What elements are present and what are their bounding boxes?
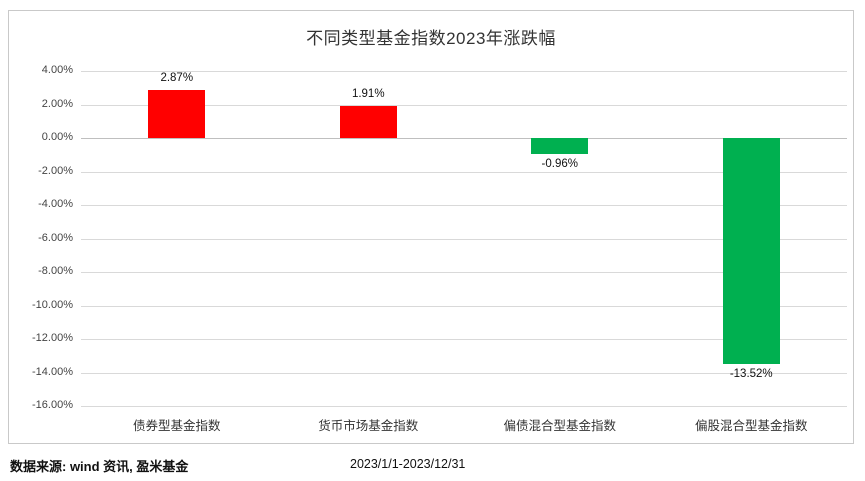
gridline — [81, 272, 847, 273]
gridline — [81, 372, 847, 374]
bar-value-label: -13.52% — [729, 368, 773, 381]
y-axis-tick-label: -12.00% — [32, 332, 73, 344]
y-axis-tick-label: -4.00% — [38, 198, 73, 210]
gridline — [81, 238, 847, 240]
data-source-note: 数据来源: wind 资讯, 盈米基金 — [10, 459, 189, 474]
y-axis-tick-label: -10.00% — [32, 298, 73, 311]
y-axis-tick-label: -16.00% — [32, 399, 73, 411]
chart-area: 不同类型基金指数2023年涨跌幅 4.00% 2.00% 0.00% -2.00% -4… — [8, 10, 854, 444]
x-axis-category-label: 偏债混合型基金指数 — [503, 419, 616, 433]
bar-value-label: 1.91% — [351, 88, 385, 100]
y-axis-tick-label: -14.00% — [32, 365, 73, 378]
y-axis-tick-label: -2.00% — [38, 164, 73, 177]
bar-value-label: 2.87% — [160, 71, 194, 84]
chart-bar — [148, 89, 206, 138]
chart-bar — [531, 138, 589, 155]
y-axis-tick-label: 4.00% — [41, 64, 73, 76]
y-axis-tick-label: -8.00% — [38, 265, 73, 277]
gridline — [81, 205, 847, 206]
chart-bar — [722, 138, 780, 365]
gridline — [81, 171, 847, 173]
x-axis-category-label: 货币市场基金指数 — [318, 419, 419, 433]
zero-axis-line — [81, 138, 847, 139]
chart-bar — [339, 106, 397, 138]
bar-value-label: -0.96% — [541, 158, 578, 171]
chart-title: 不同类型基金指数2023年涨跌幅 — [306, 29, 556, 48]
gridline — [81, 339, 847, 340]
x-axis-category-label: 偏股混合型基金指数 — [694, 419, 808, 433]
y-axis-tick-label: 2.00% — [41, 97, 73, 110]
gridline — [81, 71, 847, 72]
gridline — [81, 406, 847, 407]
gridline — [81, 305, 847, 307]
date-range-note: 2023/1/1-2023/12/31 — [350, 457, 466, 471]
gridline — [81, 104, 847, 106]
x-axis-category-label: 债券型基金指数 — [132, 419, 221, 433]
y-axis-tick-label: -6.00% — [38, 231, 73, 244]
y-axis-tick-label: 0.00% — [41, 131, 73, 143]
